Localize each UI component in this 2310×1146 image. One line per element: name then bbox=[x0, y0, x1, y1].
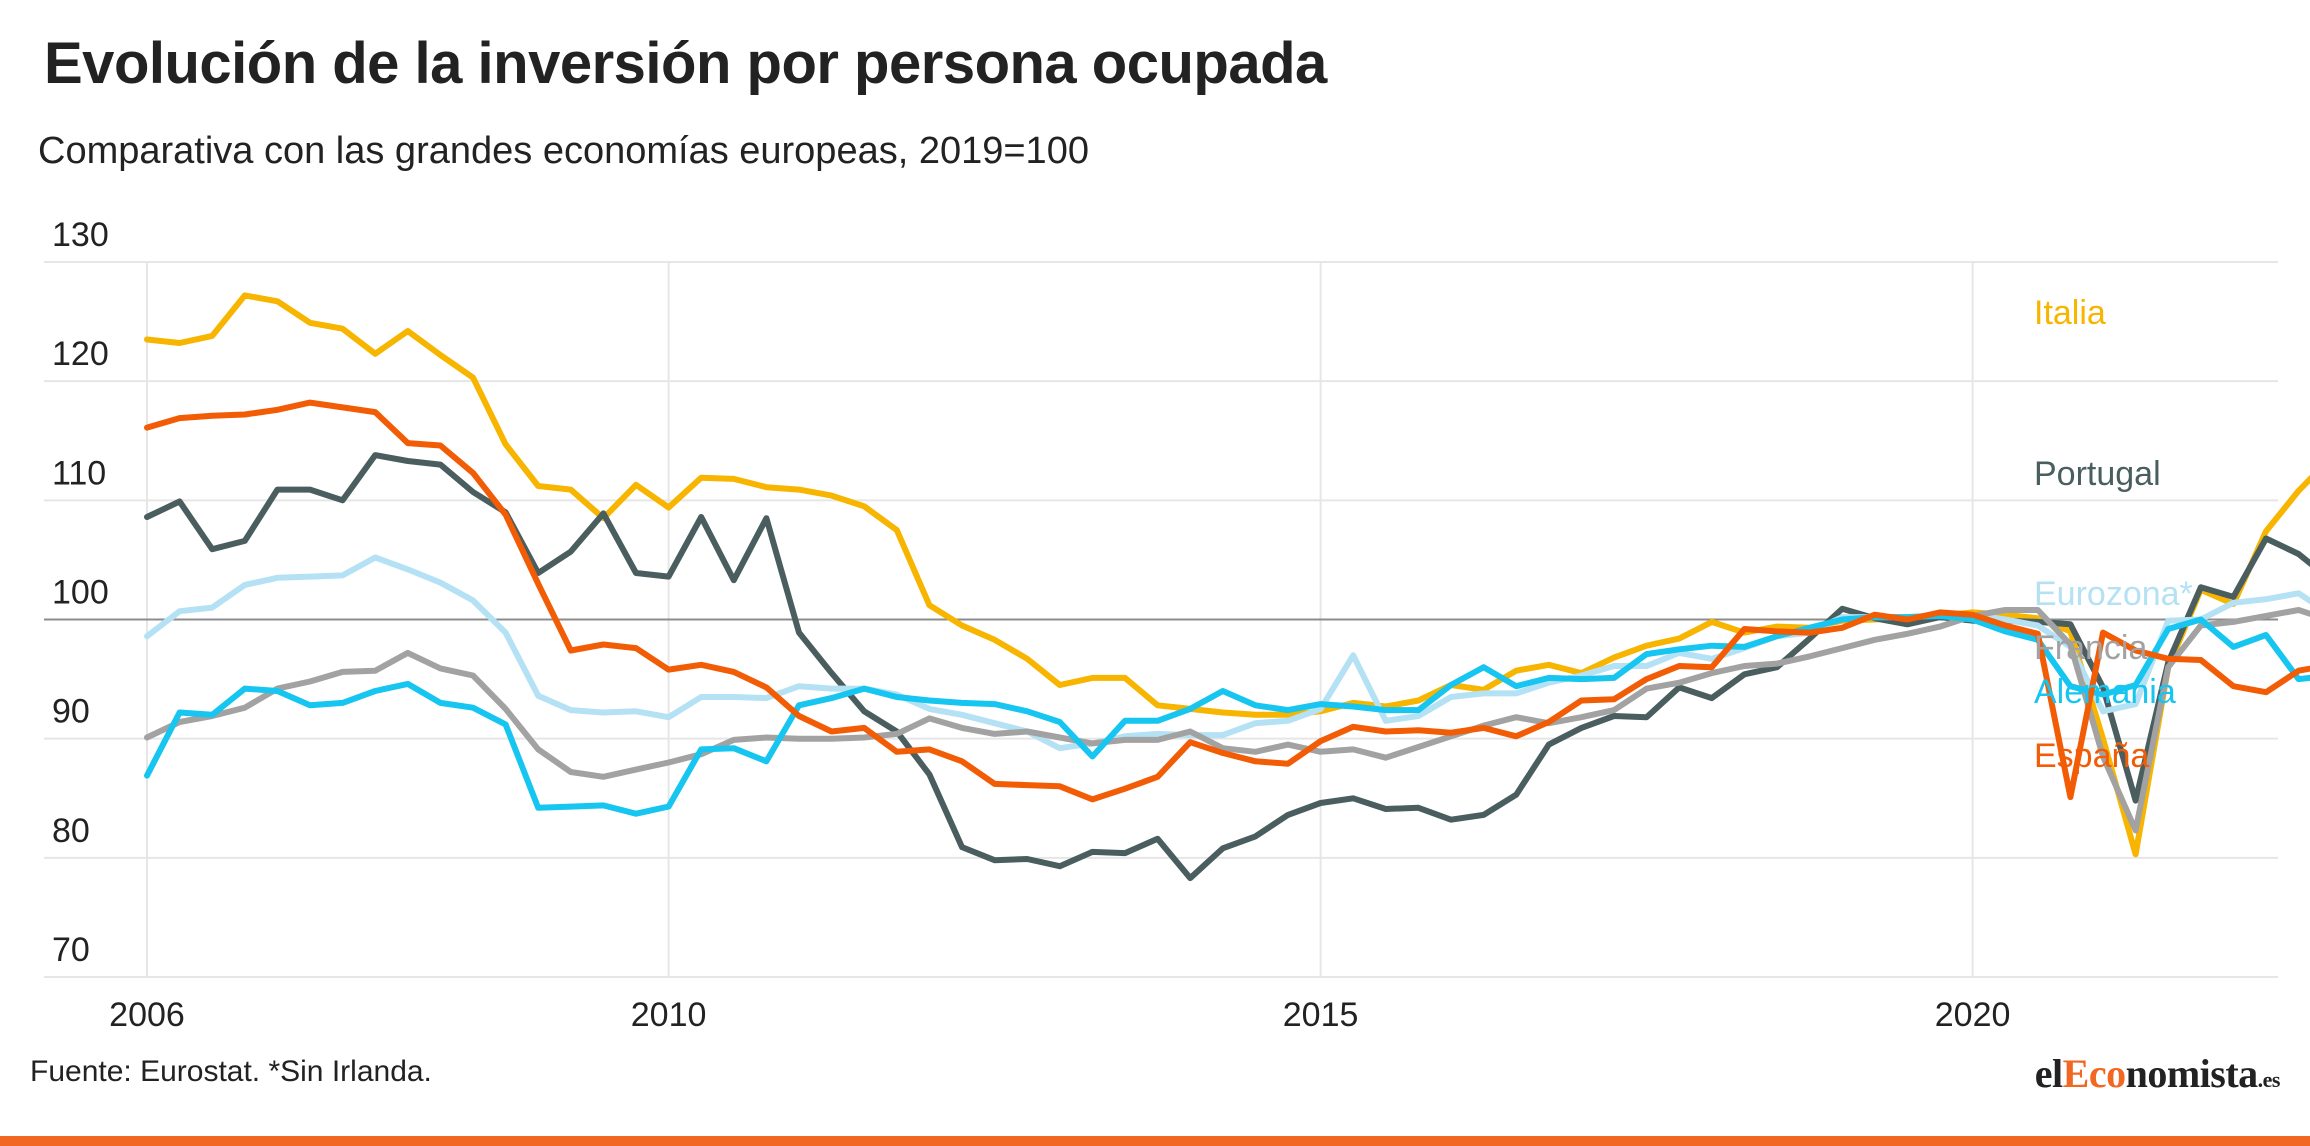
x-tick-label: 2020 bbox=[1935, 996, 2011, 1034]
series-label: Portugal bbox=[2034, 455, 2161, 493]
logo-accent: Eco bbox=[2062, 1051, 2126, 1096]
series-line-eurozona bbox=[144, 554, 2310, 752]
x-tick-label: 2006 bbox=[109, 996, 185, 1034]
x-tick-label: 2015 bbox=[1283, 996, 1359, 1034]
logo-prefix: el bbox=[2034, 1051, 2063, 1096]
series-label: Eurozona* bbox=[2034, 575, 2193, 613]
series-line-portugal bbox=[144, 452, 2310, 882]
series-line-espaa bbox=[144, 399, 2310, 803]
y-tick-label: 130 bbox=[52, 216, 109, 254]
y-tick-label: 90 bbox=[52, 693, 90, 731]
logo-rest: nomista bbox=[2125, 1051, 2259, 1096]
y-tick-label: 80 bbox=[52, 812, 90, 850]
y-tick-label: 70 bbox=[52, 931, 90, 969]
series-line-alemania bbox=[144, 612, 2310, 817]
publisher-logo: elEconomista.es bbox=[2034, 1050, 2281, 1097]
y-tick-label: 100 bbox=[52, 574, 109, 612]
series-label: España bbox=[2034, 737, 2149, 775]
series-label: Alemania bbox=[2034, 673, 2176, 711]
series-line-francia bbox=[144, 607, 2310, 834]
logo-tld: .es bbox=[2257, 1067, 2281, 1092]
series-line-italia bbox=[144, 292, 2310, 858]
series-label: Italia bbox=[2034, 294, 2106, 332]
y-tick-label: 110 bbox=[52, 454, 106, 492]
source-note: Fuente: Eurostat. *Sin Irlanda. bbox=[30, 1055, 432, 1088]
x-tick-label: 2010 bbox=[631, 996, 707, 1034]
series-label: Francia bbox=[2034, 629, 2147, 667]
chart-title: Evolución de la inversión por persona oc… bbox=[44, 31, 1327, 96]
chart-subtitle: Comparativa con las grandes economías eu… bbox=[38, 130, 1089, 172]
y-tick-label: 120 bbox=[52, 335, 109, 373]
bottom-accent-bar bbox=[0, 1136, 2310, 1146]
